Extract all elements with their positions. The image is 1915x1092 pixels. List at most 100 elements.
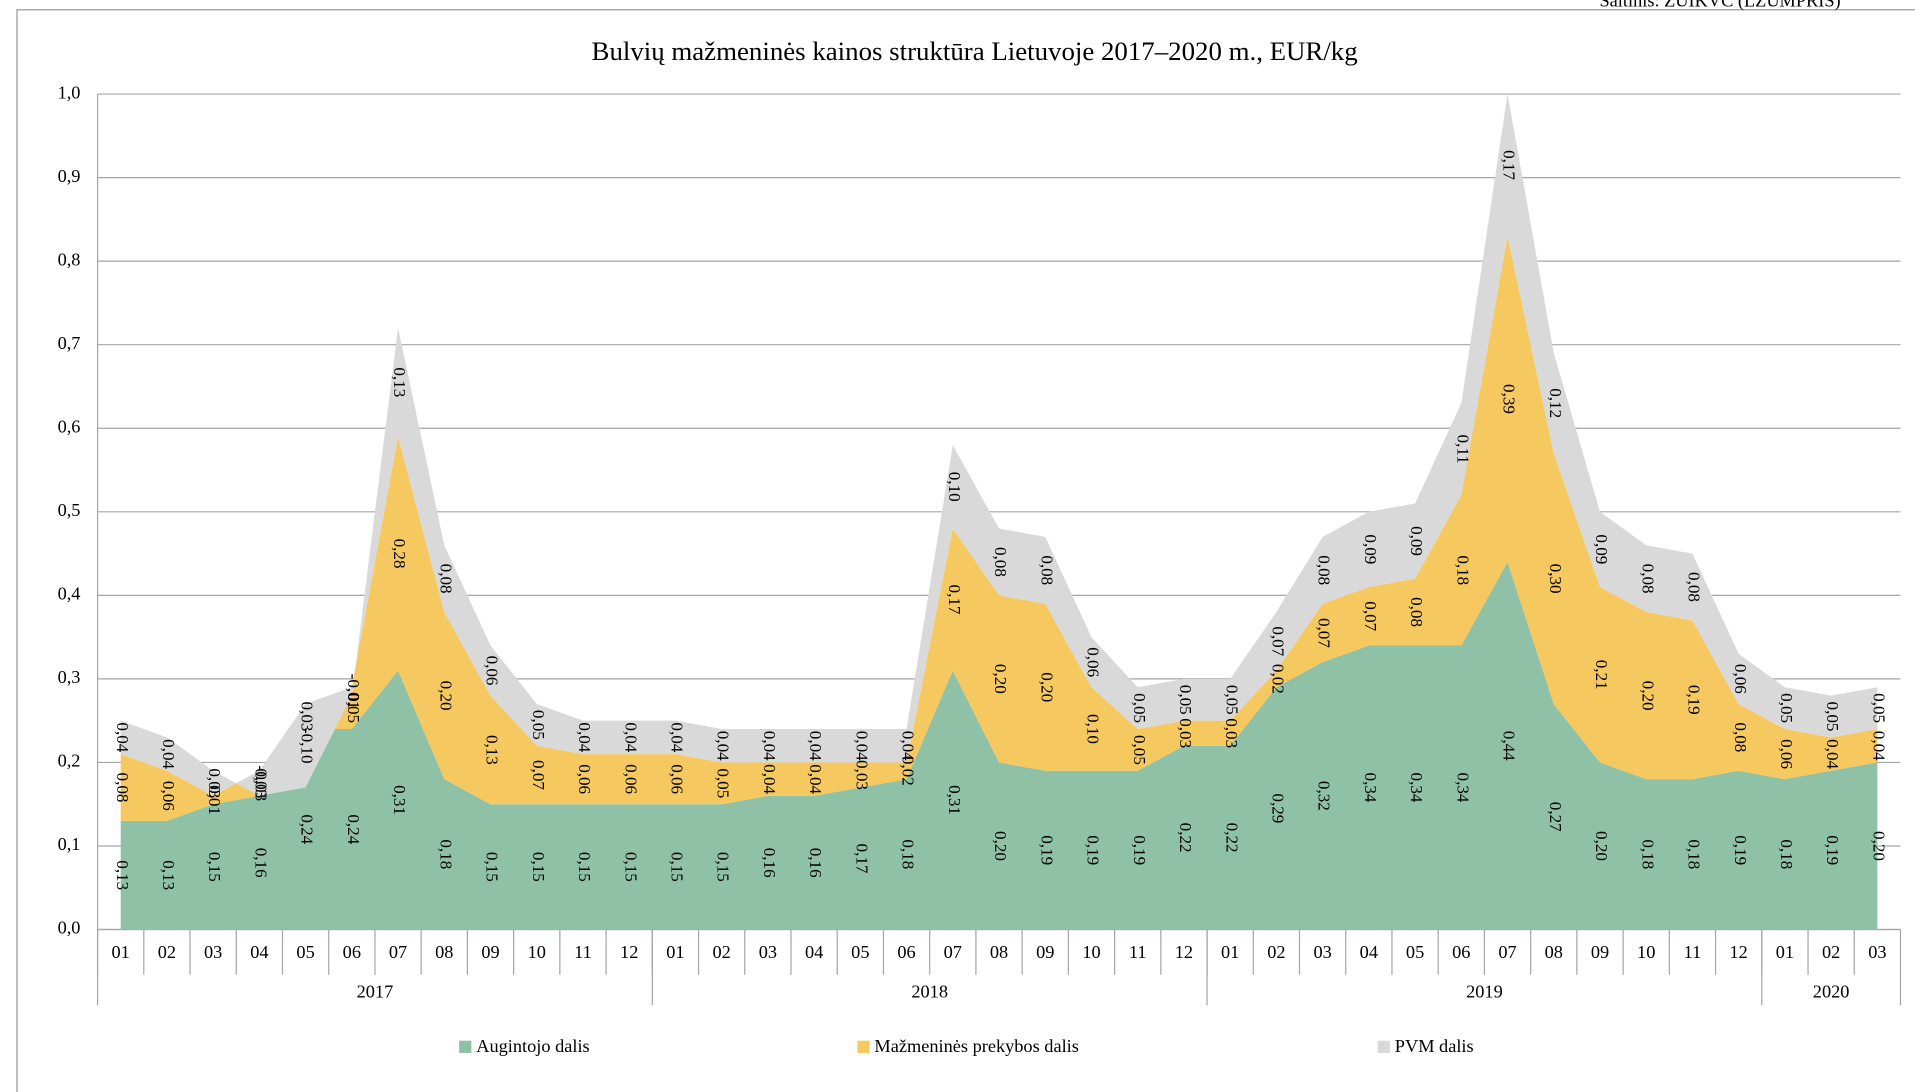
data-label: 0,03: [205, 768, 224, 798]
data-label: 0,15: [621, 852, 640, 882]
data-label: 0,16: [806, 848, 825, 878]
x-tick-label: 06: [343, 942, 361, 962]
data-label: 0,03: [852, 760, 871, 790]
area: [120, 561, 1878, 930]
data-label: 0,13: [390, 367, 409, 397]
data-label: 0,15: [714, 852, 733, 882]
y-tick-label: 0,7: [58, 333, 81, 353]
data-label: 0,19: [1823, 835, 1842, 865]
x-tick-label: 09: [1036, 942, 1054, 962]
data-label: 0,02: [899, 756, 918, 786]
data-label: 0,15: [575, 852, 594, 882]
data-label: 0,24: [344, 814, 363, 844]
data-label: 0,16: [760, 848, 779, 878]
data-label: 0,04: [159, 739, 178, 769]
data-label: 0,07: [1268, 626, 1287, 656]
group-label: 2020: [1813, 981, 1850, 1001]
data-label: 0,05: [1869, 693, 1888, 723]
legend-swatch: [1377, 1040, 1390, 1053]
x-tick-label: 05: [1406, 942, 1424, 962]
area: [120, 94, 1878, 796]
data-label: 0,05: [1222, 685, 1241, 715]
data-label: 0,22: [1176, 823, 1195, 853]
data-label: 0,08: [991, 547, 1010, 577]
data-label: 0,06: [1777, 739, 1796, 769]
data-label: 0,39: [1500, 384, 1519, 414]
legend-label: Augintojo dalis: [476, 1036, 589, 1056]
data-label: 0,20: [991, 831, 1010, 861]
data-label: 0,08: [1731, 722, 1750, 752]
y-tick-label: 0,3: [58, 667, 81, 687]
data-label: 0,18: [1685, 839, 1704, 869]
x-tick-label: 12: [1730, 942, 1748, 962]
group-label: 2019: [1466, 981, 1503, 1001]
data-label: 0,04: [1823, 739, 1842, 769]
data-label: 0,06: [1731, 664, 1750, 694]
x-tick-label: 02: [158, 942, 176, 962]
data-label: 0,10: [1084, 714, 1103, 744]
x-tick-label: 03: [204, 942, 222, 962]
data-label: 0,04: [852, 731, 871, 761]
data-label: 0,04: [806, 731, 825, 761]
data-label: 0,08: [1685, 572, 1704, 602]
data-label: 0,21: [1592, 660, 1611, 690]
x-tick-label: 09: [481, 942, 499, 962]
data-label: 0,01: [205, 785, 224, 815]
data-label: 0,20: [991, 664, 1010, 694]
data-label: 0,29: [1268, 793, 1287, 823]
data-label: 0,15: [668, 852, 687, 882]
y-tick-label: 1,0: [58, 82, 81, 102]
data-label: 0,13: [113, 860, 132, 890]
data-label: 0,44: [1500, 731, 1519, 761]
data-label: 0,27: [1546, 802, 1565, 832]
data-label: 0,31: [390, 785, 409, 815]
data-label: 0,04: [760, 764, 779, 794]
data-label: 0,05: [1130, 735, 1149, 765]
x-tick-label: 02: [1822, 942, 1840, 962]
data-label: 0,06: [1084, 647, 1103, 677]
x-tick-label: 01: [666, 942, 684, 962]
x-tick-label: 08: [1545, 942, 1563, 962]
data-label: 0,19: [1037, 835, 1056, 865]
x-tick-label: 11: [1129, 942, 1147, 962]
area: [120, 236, 1878, 821]
data-label: 0,13: [159, 860, 178, 890]
y-tick-label: 0,9: [58, 166, 81, 186]
data-label: 0,34: [1361, 773, 1380, 803]
x-tick-label: 11: [574, 942, 592, 962]
legend-swatch: [459, 1040, 472, 1053]
data-label: 0,18: [899, 839, 918, 869]
data-label: 0,09: [1361, 534, 1380, 564]
data-label: 0,06: [575, 764, 594, 794]
x-tick-label: 03: [1313, 942, 1331, 962]
data-label: 0,19: [1130, 835, 1149, 865]
data-label: 0,34: [1407, 773, 1426, 803]
data-label: 0,03: [1176, 718, 1195, 748]
data-label: 0,16: [251, 848, 270, 878]
data-label: 0,04: [621, 722, 640, 752]
chart-frame: [16, 9, 1915, 1092]
data-label: 0,05: [1176, 685, 1195, 715]
data-label: 0,05: [344, 693, 363, 723]
data-label: 0,13: [483, 735, 502, 765]
x-tick-label: 02: [713, 942, 731, 962]
x-tick-label: 07: [944, 942, 962, 962]
data-label: 0,02: [1268, 664, 1287, 694]
data-label: 0,31: [945, 785, 964, 815]
data-label: 0,05: [529, 710, 548, 740]
data-label: 0,09: [1592, 534, 1611, 564]
data-label: 0,06: [621, 764, 640, 794]
data-label: 0,34: [1453, 773, 1472, 803]
data-label: 0,18: [1777, 839, 1796, 869]
x-tick-label: 12: [620, 942, 638, 962]
x-tick-label: 08: [435, 942, 453, 962]
data-label: 0,20: [1037, 672, 1056, 702]
x-tick-label: 06: [1452, 942, 1470, 962]
y-tick-label: 0,4: [58, 584, 81, 604]
data-label: 0,19: [1731, 835, 1750, 865]
data-label: 0,03: [251, 768, 270, 798]
x-tick-label: 07: [389, 942, 407, 962]
x-tick-label: 11: [1684, 942, 1702, 962]
data-label: 0,08: [113, 773, 132, 803]
data-label: 0,04: [575, 722, 594, 752]
